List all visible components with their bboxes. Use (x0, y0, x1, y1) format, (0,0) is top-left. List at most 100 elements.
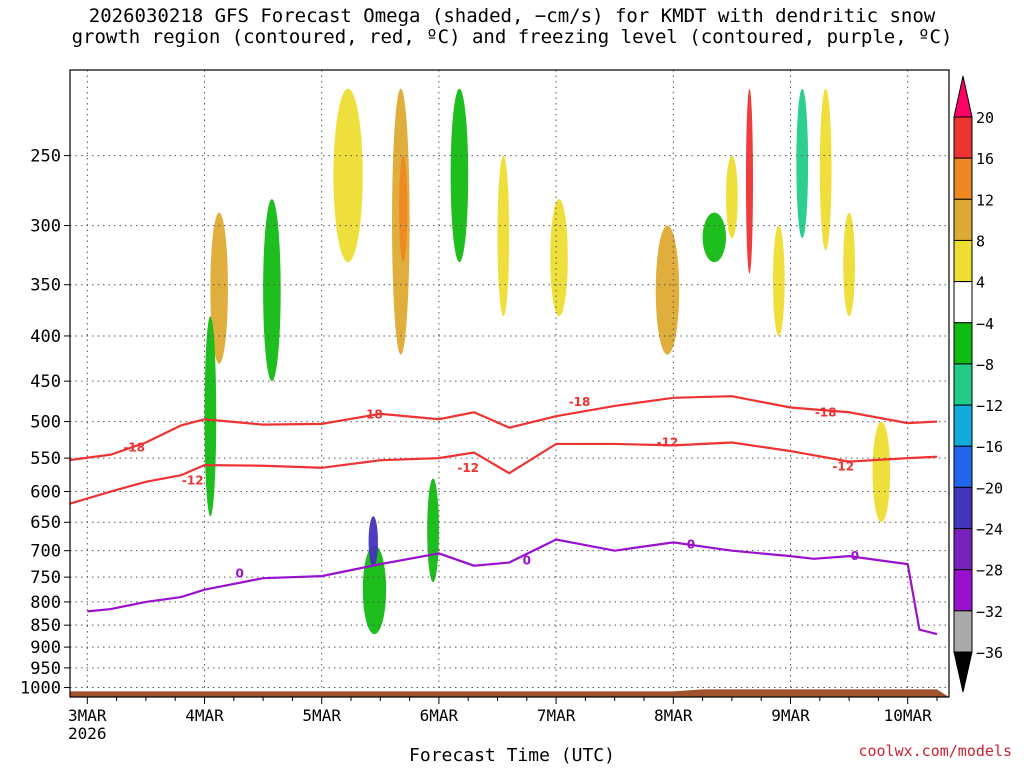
omega-region-14 (726, 155, 738, 239)
colorbar-box-10 (953, 528, 973, 571)
contour-labels: -18 -12 18 -12 -18 -12 -18 -12 0 0 0 0 (123, 395, 859, 581)
contour-label-8: 0 (235, 567, 243, 581)
omega-region-1 (204, 316, 217, 517)
y-tick-label-1000: 1000 (20, 679, 61, 699)
colorbar-box-5 (953, 322, 973, 365)
title-line-1: 2026030218 GFS Forecast Omega (shaded, −… (88, 5, 936, 27)
omega-region-7 (399, 155, 408, 263)
x-tick-label-1: 4MAR (185, 706, 224, 725)
colorbar-label-10: −24 (976, 521, 1003, 539)
omega-region-0 (210, 212, 228, 364)
colorbar-label-6: −8 (976, 356, 994, 374)
y-tick-label-900: 900 (30, 638, 61, 658)
plot-background (70, 70, 949, 697)
x-tick-label-5: 8MAR (654, 706, 693, 725)
y-tick-label-700: 700 (30, 542, 61, 562)
y-tick-label-250: 250 (30, 147, 61, 167)
colorbar-box-2 (953, 198, 973, 241)
colorbar-box-11 (953, 569, 973, 612)
x-axis-label: Forecast Time (UTC) (409, 745, 615, 766)
colorbar-label-9: −20 (976, 479, 1003, 497)
terrain (70, 689, 949, 697)
colorbar: 20 16 12 8 4 −4 −8 −12 −16 −20 −24 −28 −32 −36 (953, 75, 1003, 693)
colorbar-box-12 (953, 610, 973, 653)
y-tick-label-600: 600 (30, 483, 61, 503)
colorbar-box-6 (953, 363, 973, 406)
omega-region-12 (655, 225, 680, 355)
contour-freezing-2 (87, 538, 938, 636)
omega-region-2 (263, 199, 281, 382)
omega-region-13 (702, 212, 727, 263)
plot-frame (69, 69, 950, 698)
y-tick-label-800: 800 (30, 593, 61, 613)
omega-region-20 (872, 421, 891, 523)
colorbar-label-8: −16 (976, 438, 1003, 456)
x-tick-label-7: 10MAR (884, 706, 933, 725)
colorbar-label-13: −36 (976, 644, 1003, 662)
contour-label-11: 0 (851, 549, 859, 563)
y-tick-label-650: 650 (30, 513, 61, 533)
contour-label-0: -18 (123, 441, 145, 455)
colorbar-label-11: −28 (976, 562, 1003, 580)
colorbar-box-1 (953, 157, 973, 200)
omega-shading (204, 88, 891, 635)
omega-region-8 (427, 478, 439, 583)
colorbar-box-4 (953, 281, 973, 324)
colorbar-label-5: −4 (976, 315, 994, 333)
omega-region-11 (550, 199, 568, 317)
y-tick-label-450: 450 (30, 372, 61, 392)
y-tick-label-400: 400 (30, 327, 61, 347)
colorbar-box-8 (953, 445, 973, 488)
colorbar-label-12: −32 (976, 603, 1003, 621)
colorbar-top-arrow (953, 75, 973, 118)
colorbar-label-3: 8 (976, 232, 985, 250)
contour-label-10: 0 (687, 538, 695, 552)
y-tick-label-350: 350 (30, 276, 61, 296)
omega-region-5 (368, 516, 378, 567)
contour-dgz-0 (70, 395, 938, 462)
y-tick-label-850: 850 (30, 616, 61, 636)
colorbar-box-3 (953, 239, 973, 283)
terrain-fill (70, 689, 949, 697)
x-tick-label-3: 6MAR (420, 706, 459, 725)
omega-region-18 (819, 88, 832, 251)
contour-dgz-1 (70, 441, 938, 505)
y-tick-label-550: 550 (30, 449, 61, 469)
x-tick-label-6: 9MAR (771, 706, 810, 725)
credit-link[interactable]: coolwx.com/models (858, 742, 1012, 760)
omega-region-9 (450, 88, 469, 263)
y-tick-label-750: 750 (30, 568, 61, 588)
contour-label-1: -12 (182, 473, 204, 487)
colorbar-box-9 (953, 486, 973, 530)
contour-label-7: -12 (832, 459, 854, 473)
contour-label-5: -12 (657, 435, 679, 449)
omega-region-19 (843, 212, 855, 317)
colorbar-box-7 (953, 404, 973, 447)
contour-label-9: 0 (523, 553, 531, 567)
colorbar-label-7: −12 (976, 397, 1003, 415)
omega-region-10 (497, 155, 510, 317)
contour-label-2: 18 (366, 408, 383, 422)
y-tick-label-950: 950 (30, 659, 61, 679)
colorbar-label-0: 20 (976, 109, 994, 127)
colorbar-box-0 (953, 116, 973, 159)
y-axis: 2503003504004505005506006507007508008509… (20, 147, 70, 699)
y-tick-label-300: 300 (30, 217, 61, 237)
colorbar-bottom-arrow (953, 651, 973, 693)
y-tick-label-500: 500 (30, 413, 61, 433)
x-tick-label-4: 7MAR (537, 706, 576, 725)
omega-region-15 (745, 88, 753, 274)
x-axis: 3MAR 4MAR 5MAR 6MAR 7MAR 8MAR 9MAR 10MAR 2026 (68, 697, 938, 743)
contour-label-4: -18 (569, 395, 591, 409)
colorbar-label-1: 16 (976, 150, 994, 168)
contour-label-3: -12 (457, 461, 479, 475)
x-tick-label-0: 3MAR (68, 706, 107, 725)
omega-region-3 (333, 88, 363, 263)
colorbar-label-4: 4 (976, 274, 985, 292)
title-line-2: growth region (contoured, red, ºC) and f… (71, 26, 953, 48)
chart-title: 2026030218 GFS Forecast Omega (shaded, −… (0, 6, 1024, 48)
colorbar-label-2: 12 (976, 191, 994, 209)
grid-lines (70, 70, 949, 697)
contour-label-6: -18 (815, 405, 837, 419)
